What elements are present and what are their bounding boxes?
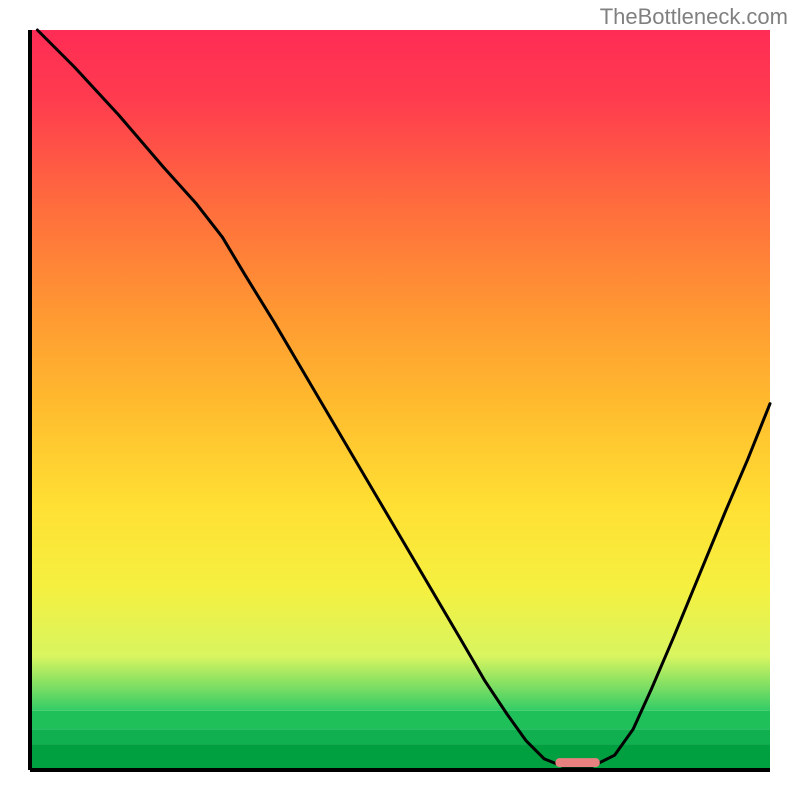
optimal-marker-bar: [555, 758, 599, 767]
bottleneck-chart: [0, 0, 800, 800]
chart-container: { "watermark": "TheBottleneck.com", "cha…: [0, 0, 800, 800]
watermark-text: TheBottleneck.com: [600, 4, 788, 30]
